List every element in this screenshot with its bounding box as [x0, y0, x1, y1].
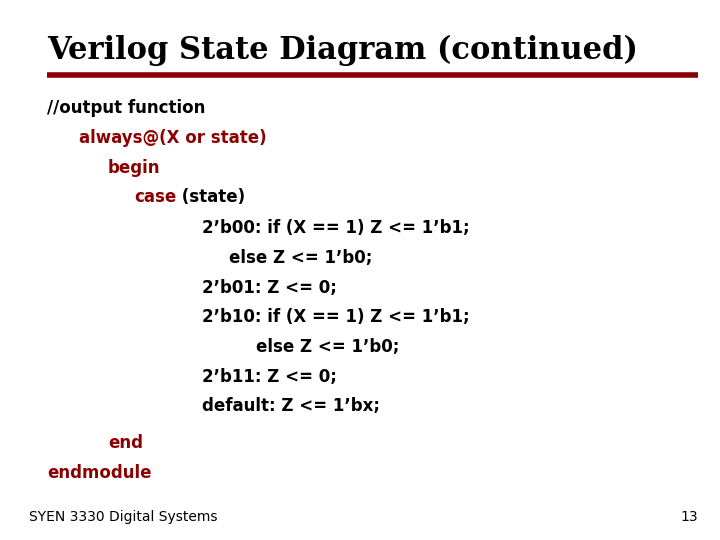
Text: 2’b01: Z <= 0;: 2’b01: Z <= 0; [202, 279, 336, 296]
Text: SYEN 3330 Digital Systems: SYEN 3330 Digital Systems [29, 510, 217, 524]
Text: begin: begin [108, 159, 161, 177]
Text: 2’b10: if (X == 1) Z <= 1’b1;: 2’b10: if (X == 1) Z <= 1’b1; [202, 308, 469, 326]
Text: 2’b00: if (X == 1) Z <= 1’b1;: 2’b00: if (X == 1) Z <= 1’b1; [202, 219, 469, 237]
Text: 13: 13 [681, 510, 698, 524]
Text: end: end [108, 434, 143, 452]
Text: //output function: //output function [47, 99, 205, 117]
Text: default: Z <= 1’bx;: default: Z <= 1’bx; [202, 397, 379, 415]
Text: Verilog State Diagram (continued): Verilog State Diagram (continued) [47, 35, 638, 66]
Text: always@(X or state): always@(X or state) [79, 129, 267, 147]
Text: else Z <= 1’b0;: else Z <= 1’b0; [229, 249, 372, 267]
Text: endmodule: endmodule [47, 464, 151, 482]
Text: case: case [134, 188, 176, 206]
Text: else Z <= 1’b0;: else Z <= 1’b0; [256, 338, 399, 356]
Text: (state): (state) [176, 188, 246, 206]
Text: 2’b11: Z <= 0;: 2’b11: Z <= 0; [202, 368, 336, 386]
